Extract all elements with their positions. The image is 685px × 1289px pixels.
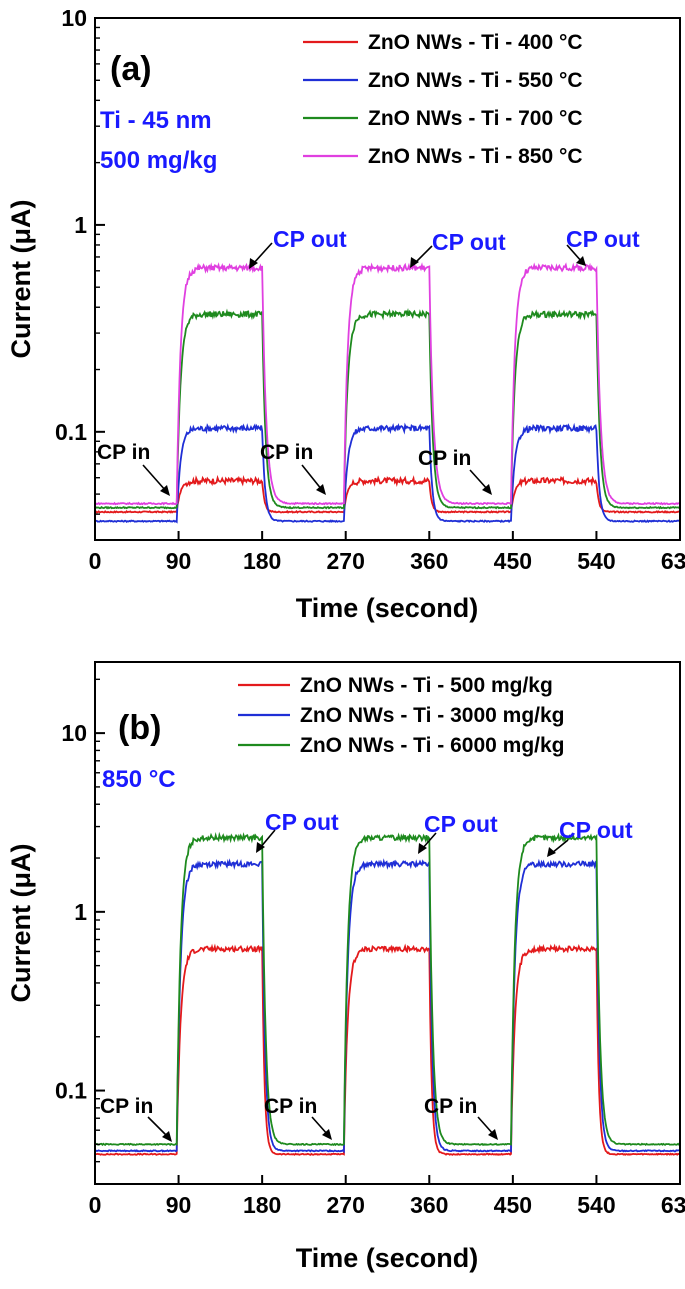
legend-label: ZnO NWs - Ti - 6000 mg/kg	[300, 734, 565, 757]
cp-out-arrow	[551, 839, 569, 854]
axis-ticks-b: 0 90 180 270 360 450 540 630 0.1 1 10	[55, 678, 685, 1218]
cp-out-arrowhead	[410, 257, 419, 268]
x-axis-label: Time (second)	[296, 1243, 479, 1273]
cp-out-arrow	[566, 244, 583, 263]
legend: ZnO NWs - Ti - 400 °C ZnO NWs - Ti - 550…	[303, 31, 583, 168]
cp-in-arrow	[142, 464, 167, 492]
cp-out-label: CP out	[559, 817, 633, 843]
cp-in-arrow	[147, 1116, 169, 1138]
x-tick-label: 0	[89, 548, 102, 574]
cp-out-arrowhead	[547, 847, 556, 857]
cp-out-arrow	[421, 832, 437, 850]
legend-label: ZnO NWs - Ti - 850 °C	[368, 145, 583, 168]
cp-in-annotations: CP in CP in CP in	[97, 441, 492, 496]
cp-out-arrowhead	[418, 843, 427, 854]
cp-out-arrowhead	[256, 842, 265, 853]
cp-in-arrow	[469, 469, 489, 491]
plot-frame-a	[94, 17, 681, 541]
cp-out-label: CP out	[566, 226, 640, 252]
x-tick-label: 180	[243, 548, 281, 574]
y-axis-label: Current (μA)	[6, 843, 36, 1002]
x-tick-label: 360	[410, 1192, 448, 1218]
y-axis-label: Current (μA)	[6, 199, 36, 358]
x-tick-label: 270	[327, 1192, 365, 1218]
series-line	[95, 474, 681, 515]
cp-in-arrowhead	[160, 485, 170, 496]
legend-label: ZnO NWs - Ti - 500 mg/kg	[300, 674, 553, 697]
x-tick-label: 540	[577, 548, 615, 574]
legend-label: ZnO NWs - Ti - 400 °C	[368, 31, 583, 54]
series-line	[95, 831, 681, 1147]
cp-in-arrowhead	[488, 1129, 498, 1140]
cp-out-label: CP out	[265, 809, 339, 835]
x-tick-label: 0	[89, 1192, 102, 1218]
cp-in-annotations: CP in CP in CP in	[100, 1095, 498, 1142]
cp-in-label: CP in	[260, 441, 313, 464]
cp-out-annotations: CP out CP out CP out	[256, 809, 633, 857]
cp-in-label: CP in	[424, 1095, 477, 1118]
cp-in-label: CP in	[97, 441, 150, 464]
y-tick-label: 0.1	[55, 419, 87, 445]
cp-in-label: CP in	[264, 1095, 317, 1118]
series-layer-a	[94, 262, 681, 524]
series-layer-b	[94, 831, 681, 1156]
cp-in-arrowhead	[162, 1131, 172, 1142]
cp-out-label: CP out	[273, 226, 347, 252]
series-line	[94, 308, 681, 510]
x-tick-label: 630	[661, 1192, 685, 1218]
cp-out-arrow	[259, 829, 276, 849]
x-tick-label: 360	[410, 548, 448, 574]
y-tick-label: 10	[61, 5, 87, 31]
legend-label: ZnO NWs - Ti - 550 °C	[368, 69, 583, 92]
series-line	[94, 943, 681, 1156]
cp-out-annotations: CP out CP out CP out	[249, 226, 640, 269]
cp-out-arrow	[252, 242, 273, 265]
cp-out-arrowhead	[576, 256, 586, 266]
x-tick-label: 450	[494, 548, 532, 574]
x-tick-label: 270	[327, 548, 365, 574]
legend: ZnO NWs - Ti - 500 mg/kg ZnO NWs - Ti - …	[238, 674, 565, 757]
y-tick-label: 1	[74, 212, 87, 238]
y-tick-label: 0.1	[55, 1078, 87, 1104]
legend-label: ZnO NWs - Ti - 700 °C	[368, 107, 583, 130]
y-tick-label: 10	[61, 720, 87, 746]
annotation-thickness: Ti - 45 nm	[100, 107, 212, 134]
annotation-dose: 500 mg/kg	[100, 147, 217, 174]
x-tick-label: 90	[166, 548, 192, 574]
chart-panel-b: 0 90 180 270 360 450 540 630 0.1 1 10 (b) 850 °C Z…	[6, 661, 685, 1273]
plot-frame-b	[94, 661, 681, 1185]
series-line	[94, 858, 680, 1154]
series-line	[95, 262, 681, 506]
x-tick-label: 540	[577, 1192, 615, 1218]
cp-in-arrowhead	[482, 484, 492, 495]
panel-label: (b)	[118, 709, 161, 747]
cp-in-arrowhead	[316, 484, 326, 495]
x-tick-label: 90	[166, 1192, 192, 1218]
y-tick-label: 1	[74, 899, 87, 925]
cp-out-arrowhead	[249, 258, 258, 269]
cp-out-label: CP out	[432, 229, 506, 255]
cp-in-label: CP in	[100, 1095, 153, 1118]
panel-label: (a)	[110, 50, 152, 88]
x-tick-label: 630	[661, 548, 685, 574]
cp-in-arrow	[311, 1116, 329, 1136]
cp-in-label: CP in	[418, 447, 471, 470]
annotation-temperature: 850 °C	[102, 766, 176, 793]
cp-in-arrow	[477, 1116, 495, 1136]
cp-in-arrowhead	[322, 1129, 332, 1140]
x-axis-label: Time (second)	[296, 593, 479, 623]
series-line	[94, 422, 681, 524]
cp-out-label: CP out	[424, 811, 498, 837]
cp-in-arrow	[301, 464, 323, 491]
chart-panel-a: 0 90 180 270 360 450 540 630 0.1 1 10 (a) Ti - 45 …	[6, 5, 685, 623]
x-tick-label: 180	[243, 1192, 281, 1218]
x-tick-label: 450	[494, 1192, 532, 1218]
axis-ticks-a: 0 90 180 270 360 450 540 630 0.1 1 10	[55, 5, 685, 574]
cp-out-arrow	[414, 245, 433, 264]
legend-label: ZnO NWs - Ti - 3000 mg/kg	[300, 704, 565, 727]
